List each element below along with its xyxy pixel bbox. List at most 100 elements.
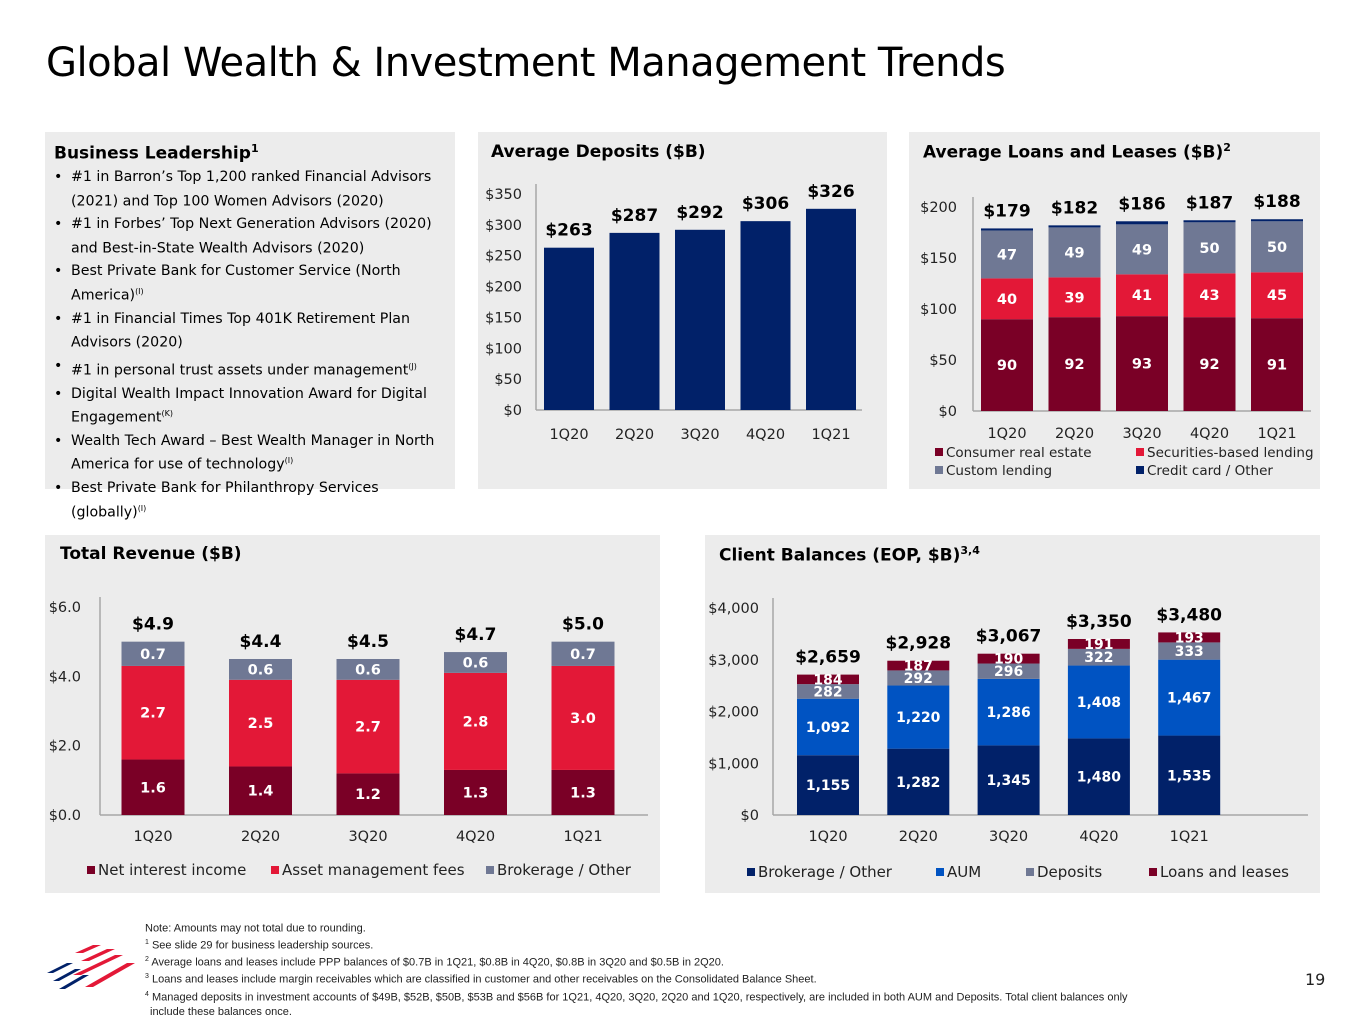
legend-label: Net interest income xyxy=(98,861,246,879)
data-label: $292 xyxy=(676,203,723,223)
data-label: $306 xyxy=(742,194,789,214)
segment-label: 49 xyxy=(1132,242,1152,258)
bar-segment xyxy=(977,653,1040,664)
total-label: $2,659 xyxy=(795,648,861,668)
footnote-text: Managed deposits in investment accounts … xyxy=(151,991,1128,1004)
total-label: $5.0 xyxy=(562,615,604,635)
segment-label: 187 xyxy=(904,659,933,675)
bar-segment xyxy=(1116,274,1168,317)
bar-segment xyxy=(444,769,507,815)
segment-label: 40 xyxy=(997,292,1017,308)
list-item: Wealth Tech Award – Best Wealth Manager … xyxy=(54,432,449,476)
bar-segment xyxy=(336,773,400,815)
segment-label: 1.3 xyxy=(463,785,489,801)
x-tick-label: 3Q20 xyxy=(348,829,387,845)
segment-label: 3.0 xyxy=(570,711,596,727)
legend-label: Consumer real estate xyxy=(946,445,1092,461)
footnote: 3 Loans and leases include margin receiv… xyxy=(145,970,1128,987)
segment-label: 50 xyxy=(1199,241,1219,257)
total-label: $3,480 xyxy=(1156,605,1222,625)
bar-segment xyxy=(1183,317,1236,411)
list-item-text: Digital Wealth Impact Innovation Award f… xyxy=(71,385,427,426)
list-item-text: #1 in Forbes’ Top Next Generation Adviso… xyxy=(71,216,432,257)
chart-title: Average Loans and Leases ($B)2 xyxy=(923,141,1231,163)
list-item-text: #1 in Barron’s Top 1,200 ranked Financia… xyxy=(71,169,432,210)
bar-segment xyxy=(1048,227,1101,278)
footnote: 4 Managed deposits in investment account… xyxy=(145,988,1128,1005)
x-tick-label: 4Q20 xyxy=(456,829,495,845)
chart-title-text: Client Balances (EOP, $B) xyxy=(719,545,961,566)
bar-segment xyxy=(797,684,859,699)
segment-label: 0.7 xyxy=(570,647,596,663)
segment-label: 2.7 xyxy=(140,706,166,722)
footnote-number: 1 xyxy=(145,939,149,947)
bar-segment xyxy=(981,319,1033,411)
bar-segment xyxy=(1183,220,1236,223)
total-label: $3,350 xyxy=(1066,612,1132,632)
list-item-text: Best Private Bank for Customer Service (… xyxy=(71,263,401,304)
bar-segment xyxy=(1067,638,1130,649)
segment-label: 184 xyxy=(813,672,842,688)
legend-label: Asset management fees xyxy=(282,861,465,879)
segment-label: 1,408 xyxy=(1077,695,1121,711)
client-balances-chart: $0 $1,000 $2,000 $3,000 $4,000 1Q20 2Q20 3Q20 4Q… xyxy=(708,598,1308,881)
list-item-text: #1 in Financial Times Top 401K Retiremen… xyxy=(71,310,410,351)
legend-swatch xyxy=(1149,868,1157,876)
bar-segment xyxy=(121,759,185,815)
x-tick-label: 2Q20 xyxy=(615,427,654,443)
y-tick-label: $300 xyxy=(485,218,522,234)
segment-label: 0.6 xyxy=(463,655,489,671)
footnote-ref: 1 xyxy=(250,142,259,155)
bar-segment xyxy=(551,641,615,666)
legend-label: Custom lending xyxy=(946,463,1052,479)
bar-segment xyxy=(336,679,400,774)
segment-label: 1,480 xyxy=(1077,770,1122,786)
footnote: Note: Amounts may not total due to round… xyxy=(145,919,1128,936)
x-tick-label: 1Q20 xyxy=(549,427,588,443)
list-item: Best Private Bank for Customer Service (… xyxy=(54,262,449,306)
total-label: $186 xyxy=(1118,194,1165,214)
average-loans-chart: $0 $50 $100 $150 $200 1Q20 2Q20 3Q20 4Q20 1Q21 90 4… xyxy=(920,192,1314,479)
bar-segment xyxy=(121,665,185,760)
list-item-text: #1 in personal trust assets under manage… xyxy=(71,362,409,379)
x-tick-label: 3Q20 xyxy=(1122,426,1161,442)
segment-label: 39 xyxy=(1064,290,1084,306)
bar-segment xyxy=(336,659,400,680)
y-tick-label: $100 xyxy=(920,302,957,318)
source-ref: (I) xyxy=(135,286,144,296)
bar-segment xyxy=(551,665,615,770)
bar-segment xyxy=(797,698,859,756)
bar-segment xyxy=(1158,642,1221,660)
y-tick-label: $2,000 xyxy=(708,705,759,721)
segment-label: 1,286 xyxy=(986,705,1030,721)
business-leadership-title: Business Leadership1 xyxy=(54,142,259,164)
list-item: Best Private Bank for Philanthropy Servi… xyxy=(54,479,449,523)
segment-label: 1,220 xyxy=(896,710,941,726)
segment-label: 43 xyxy=(1199,288,1219,304)
list-item: #1 in Barron’s Top 1,200 ranked Financia… xyxy=(54,168,449,212)
segment-label: 191 xyxy=(1084,637,1113,653)
segment-label: 41 xyxy=(1132,288,1152,304)
bar-segment xyxy=(887,660,950,671)
bar-segment xyxy=(1048,225,1101,228)
legend-label: Securities-based lending xyxy=(1147,445,1314,461)
legend-swatch xyxy=(935,466,943,474)
segment-label: 193 xyxy=(1175,630,1204,646)
average-loans-panel: Average Loans and Leases ($B)2 $0 $50 $100… xyxy=(909,132,1320,489)
x-tick-label: 1Q20 xyxy=(987,426,1026,442)
segment-label: 49 xyxy=(1064,245,1084,261)
data-label: $326 xyxy=(807,182,854,202)
bar-segment xyxy=(229,766,292,815)
bar-segment xyxy=(1158,735,1221,815)
legend-swatch xyxy=(1026,868,1034,876)
y-tick-label: $3,000 xyxy=(708,653,759,669)
legend-swatch xyxy=(486,866,494,874)
total-revenue-chart: $0.0 $2.0 $4.0 $6.0 1Q20 2Q20 3Q20 4Q20 1Q21 1.6 2… xyxy=(49,597,648,879)
bank-logo-icon xyxy=(47,945,135,989)
list-item-text: Wealth Tech Award – Best Wealth Manager … xyxy=(71,432,435,474)
chart-title: Client Balances (EOP, $B)3,4 xyxy=(719,544,980,566)
leadership-list: #1 in Barron’s Top 1,200 ranked Financia… xyxy=(54,168,449,526)
bar-segment xyxy=(1183,273,1236,318)
total-label: $182 xyxy=(1051,198,1098,218)
footnote-text: See slide 29 for business leadership sou… xyxy=(151,939,374,952)
